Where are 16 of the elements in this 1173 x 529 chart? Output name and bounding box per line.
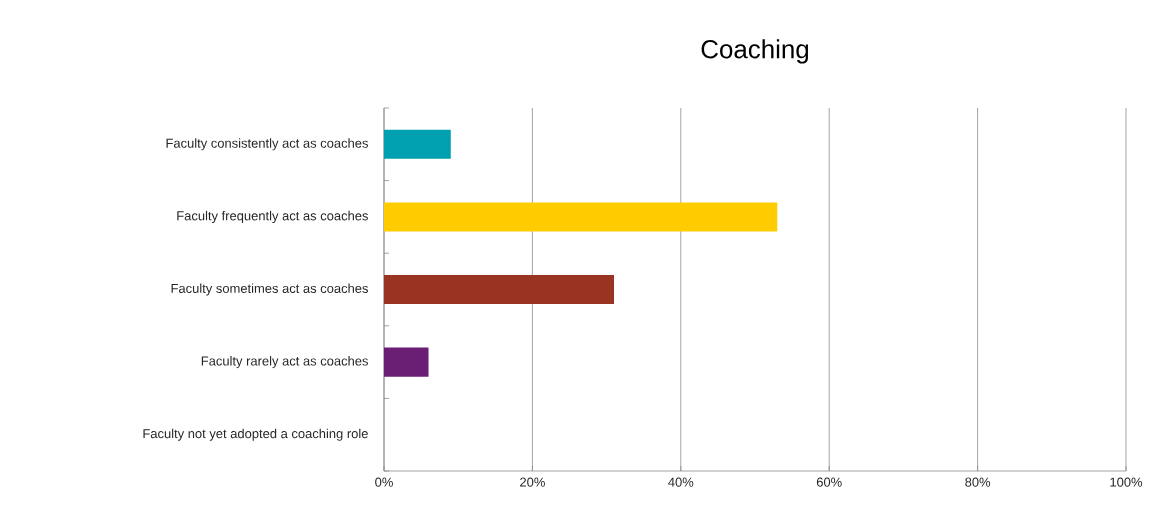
y-tick-label: Faculty frequently act as coaches <box>177 210 368 223</box>
bar <box>384 274 615 305</box>
y-tick-label: Faculty sometimes act as coaches <box>171 283 368 296</box>
y-tick-label: Faculty consistently act as coaches <box>166 138 368 151</box>
bar <box>384 347 429 377</box>
bar <box>384 202 778 232</box>
x-tick-label: 60% <box>816 477 842 487</box>
x-tick-label: 20% <box>520 477 545 487</box>
y-tick-label: Faculty rarely act as coaches <box>201 356 368 369</box>
chart-title: Coaching <box>701 39 809 64</box>
x-tick-label: 0% <box>375 477 393 487</box>
x-tick-label: 100% <box>1110 477 1143 487</box>
x-tick-label: 40% <box>668 477 694 487</box>
x-tick-label: 80% <box>965 477 991 487</box>
bar <box>384 129 451 159</box>
y-tick-label: Faculty not yet adopted a coaching role <box>143 428 368 441</box>
